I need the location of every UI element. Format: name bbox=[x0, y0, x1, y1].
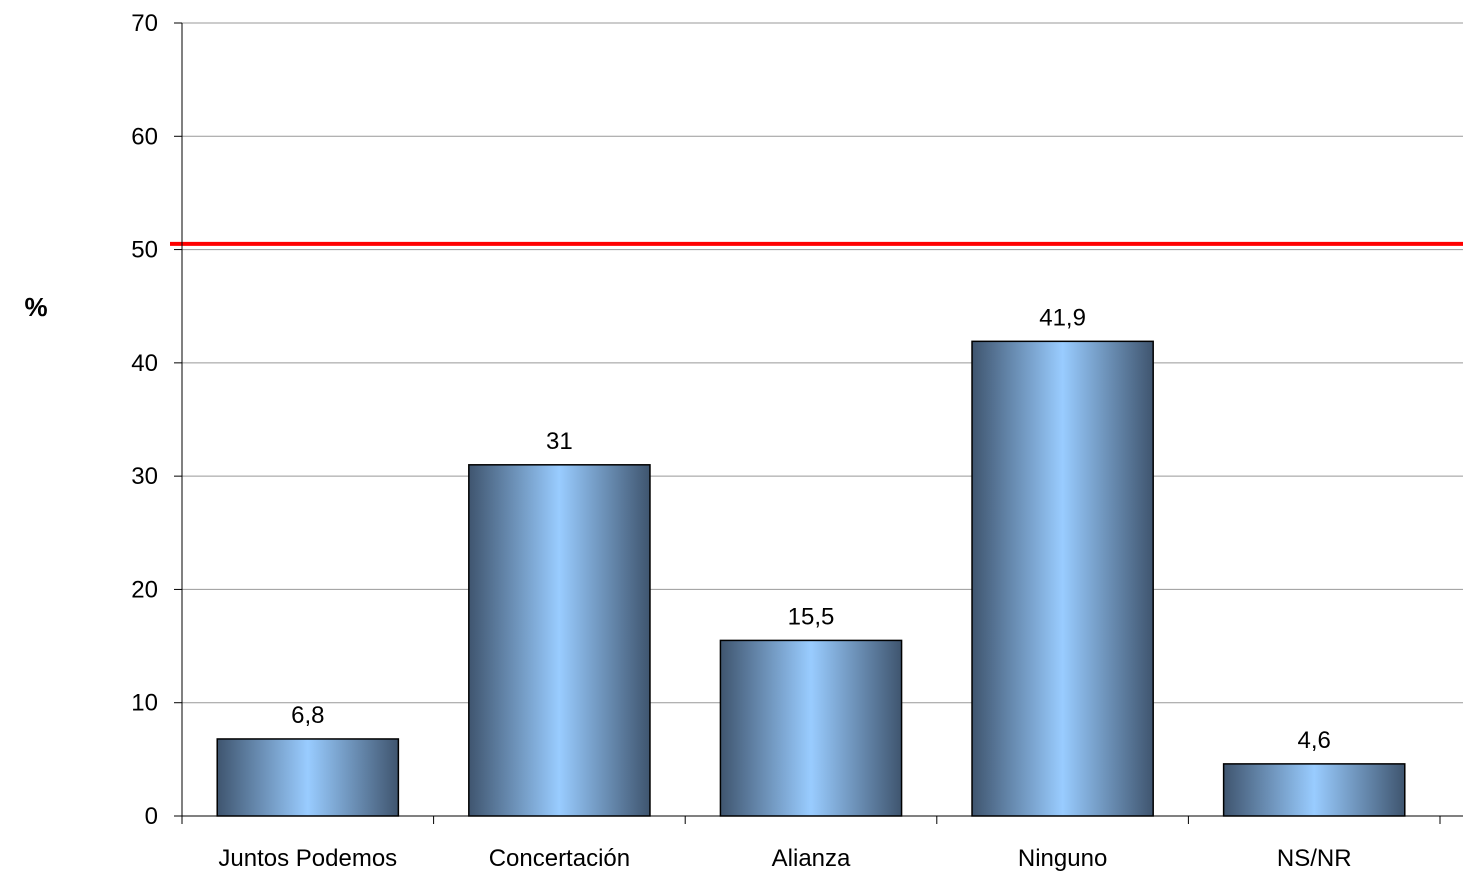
bar bbox=[971, 340, 1154, 817]
y-axis-title: % bbox=[24, 292, 47, 322]
data-label: 4,6 bbox=[1298, 727, 1331, 754]
category-label: Concertación bbox=[489, 845, 630, 872]
y-tick-label: 40 bbox=[131, 350, 158, 377]
bar bbox=[719, 639, 903, 817]
y-tick-label: 10 bbox=[131, 690, 158, 717]
data-label: 41,9 bbox=[1039, 304, 1086, 331]
y-tick-label: 70 bbox=[131, 10, 158, 37]
category-label: NS/NR bbox=[1277, 845, 1352, 872]
y-tick-label: 30 bbox=[131, 463, 158, 490]
y-tick-label: 60 bbox=[131, 123, 158, 150]
bar bbox=[468, 464, 651, 817]
bars bbox=[216, 340, 1406, 817]
gridlines bbox=[182, 22, 1463, 704]
category-label: Alianza bbox=[772, 845, 851, 872]
labels: 0 10 20 30 40 50 60 70 6,8 Juntos Podemos 31 Concer… bbox=[131, 10, 1351, 872]
y-tick-label: 50 bbox=[131, 237, 158, 264]
bar bbox=[216, 738, 400, 817]
data-label: 15,5 bbox=[788, 603, 835, 630]
data-label: 6,8 bbox=[291, 702, 324, 729]
bar bbox=[1222, 763, 1406, 817]
category-label: Ninguno bbox=[1018, 845, 1107, 872]
y-tick-label: 20 bbox=[131, 576, 158, 603]
category-label: Juntos Podemos bbox=[218, 845, 397, 872]
y-tick-label: 0 bbox=[145, 803, 158, 830]
data-label: 31 bbox=[546, 428, 573, 455]
axes bbox=[174, 22, 1463, 824]
